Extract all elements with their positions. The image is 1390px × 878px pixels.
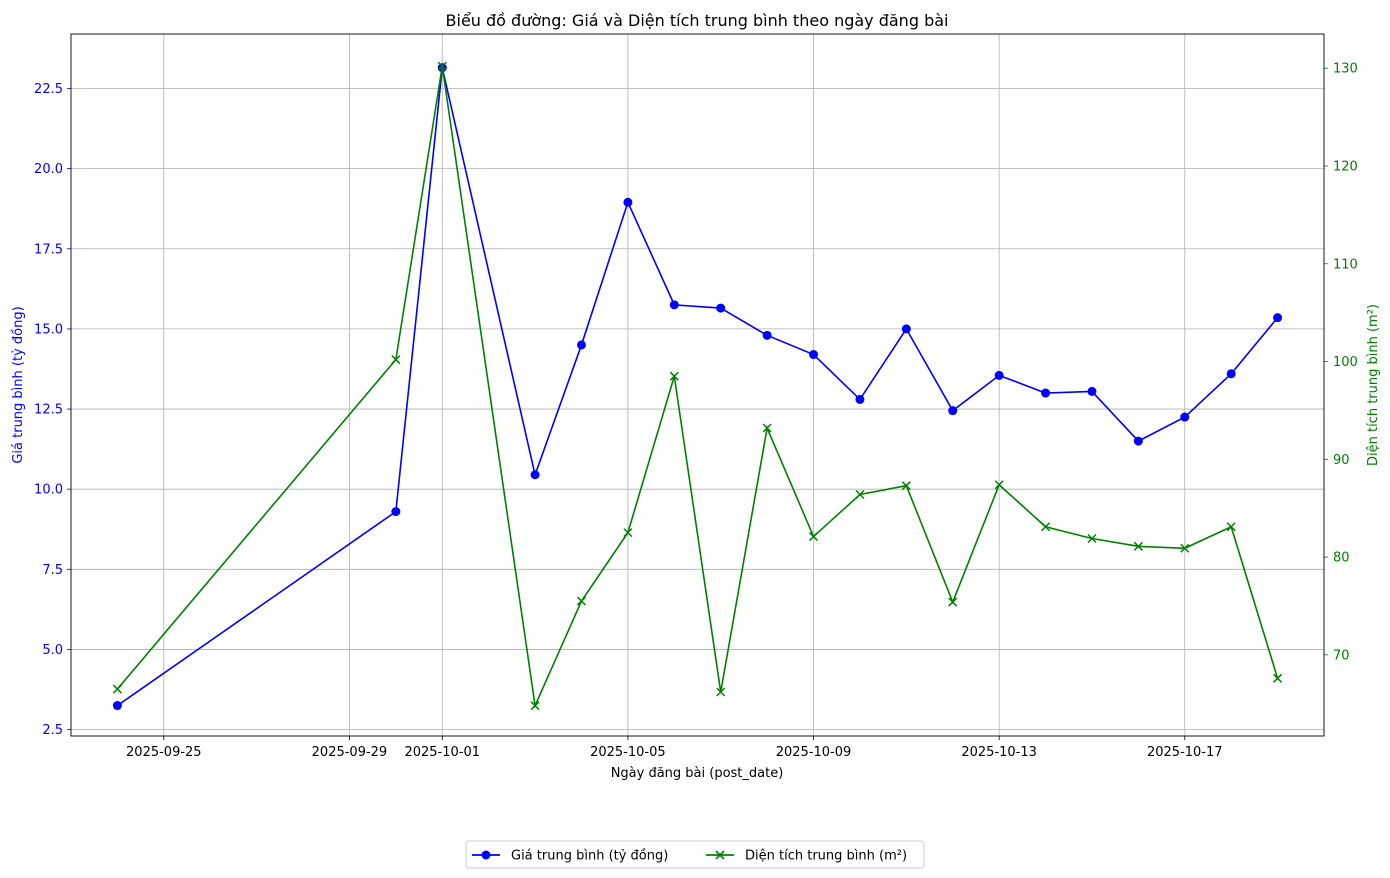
data-point-area	[623, 528, 633, 538]
y-right-tick-label: 120	[1333, 159, 1358, 174]
grid-lines	[71, 34, 1324, 736]
data-point-price	[809, 350, 819, 360]
y-right-tick-label: 70	[1333, 648, 1350, 663]
data-point-price	[762, 330, 772, 340]
data-point-area	[530, 701, 540, 711]
data-point-area	[1273, 673, 1283, 683]
data-point-price	[901, 324, 911, 334]
data-point-price	[1041, 388, 1051, 398]
x-tick-label: 2025-09-29	[312, 745, 388, 760]
data-point-area	[112, 684, 122, 694]
x-tick-label: 2025-10-09	[776, 745, 852, 760]
x-tick-label: 2025-10-01	[404, 745, 480, 760]
x-tick-label: 2025-10-05	[590, 745, 666, 760]
data-point-area	[994, 480, 1004, 490]
y-right-tick-label: 90	[1333, 453, 1350, 468]
y-left-tick-label: 20.0	[34, 162, 63, 177]
data-point-price	[994, 370, 1004, 380]
data-point-area	[716, 687, 726, 697]
x-tick-label: 2025-09-25	[126, 745, 202, 760]
y-left-tick-label: 5.0	[42, 643, 63, 658]
data-point-area	[1180, 543, 1190, 553]
data-point-price	[391, 507, 401, 517]
x-tick-label: 2025-10-17	[1147, 745, 1223, 760]
y-right-tick-label: 130	[1333, 62, 1358, 77]
y-right-tick-label: 80	[1333, 551, 1350, 566]
data-point-area	[669, 371, 679, 381]
series-line-area	[116, 66, 1279, 709]
y-right-tick-label: 110	[1333, 257, 1358, 272]
data-point-price	[855, 394, 865, 404]
data-point-price	[948, 406, 958, 416]
y-left-tick-label: 15.0	[34, 322, 63, 337]
data-point-price	[623, 197, 633, 207]
data-point-area	[901, 481, 911, 491]
y-left-tick-label: 12.5	[34, 403, 63, 418]
series-line-price	[116, 67, 1279, 707]
data-point-area	[1133, 541, 1143, 551]
data-point-price	[1273, 313, 1283, 323]
data-point-price	[112, 701, 122, 711]
data-point-price	[530, 470, 540, 480]
y-right-tick-label: 100	[1333, 355, 1358, 370]
data-point-area	[762, 423, 772, 433]
y-left-tick-label: 22.5	[34, 82, 63, 97]
y-axis-right-label: Diện tích trung bình (m²)	[1366, 304, 1381, 466]
series-layer	[112, 61, 1283, 711]
data-point-area	[391, 355, 401, 365]
chart-title: Biểu đồ đường: Giá và Diện tích trung bì…	[446, 11, 949, 30]
data-point-price	[1226, 369, 1236, 379]
y-left-tick-label: 17.5	[34, 242, 63, 257]
legend-marker-area	[715, 850, 725, 860]
legend-label-area: Diện tích trung bình (m²)	[745, 849, 907, 864]
y-left-tick-label: 7.5	[42, 563, 63, 578]
data-point-price	[716, 303, 726, 313]
data-point-price	[576, 340, 586, 350]
data-point-price	[1133, 436, 1143, 446]
legend-marker-price	[481, 850, 491, 860]
data-point-price	[1180, 412, 1190, 422]
y-left-tick-label: 2.5	[42, 723, 63, 738]
x-tick-label: 2025-10-13	[961, 745, 1037, 760]
plot-frame	[70, 33, 1325, 737]
legend-label-price: Giá trung bình (tỷ đồng)	[511, 849, 668, 864]
data-point-area	[1087, 533, 1097, 544]
data-point-area	[948, 597, 958, 607]
axes: 2025-09-25 2025-09-29 2025-10-01 2025-10-05…	[34, 33, 1358, 760]
data-point-area	[1041, 522, 1051, 532]
y-left-tick-label: 10.0	[34, 483, 63, 498]
data-point-area	[808, 532, 819, 542]
data-point-price	[1087, 386, 1097, 396]
data-point-area	[1226, 522, 1236, 532]
data-point-area	[437, 61, 447, 71]
data-point-area	[855, 489, 865, 500]
data-point-price	[669, 300, 679, 310]
legend: Giá trung bình (tỷ đồng) Diện tích trung…	[465, 840, 925, 869]
y-axis-left-label: Giá trung bình (tỷ đồng)	[11, 306, 26, 463]
data-point-area	[576, 596, 587, 606]
x-axis-label: Ngày đăng bài (post_date)	[611, 766, 784, 781]
legend-box	[465, 840, 925, 869]
